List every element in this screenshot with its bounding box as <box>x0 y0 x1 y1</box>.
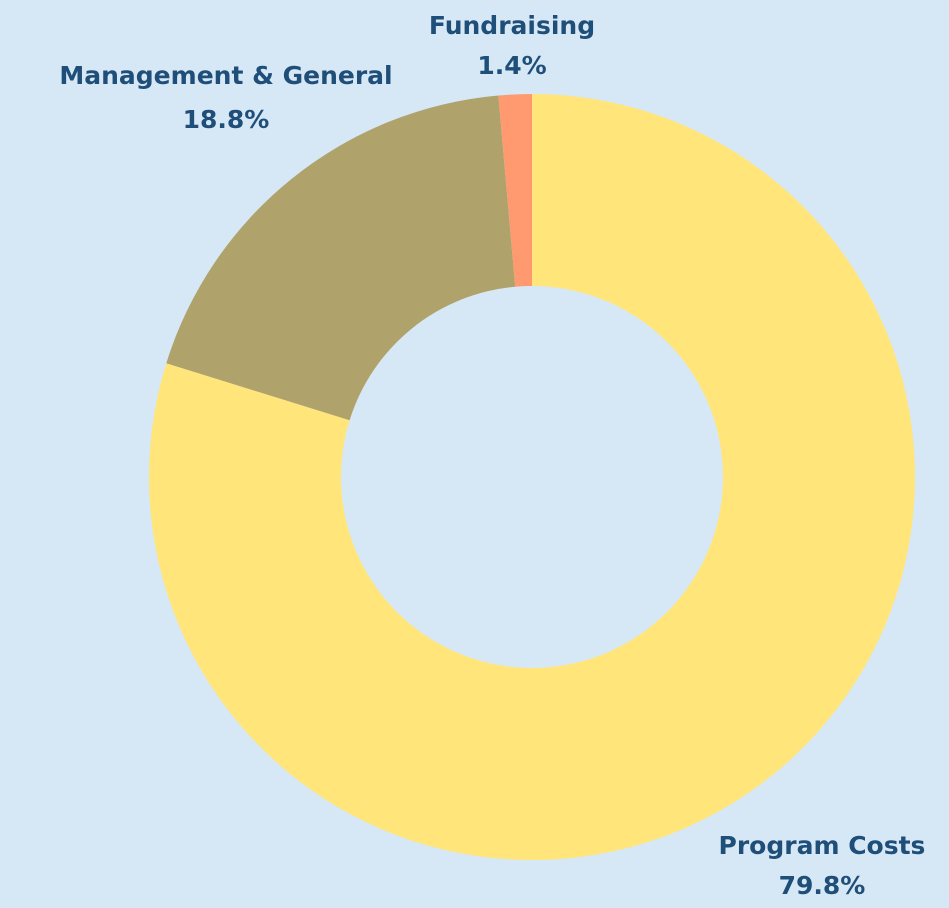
slice-label: Fundraising <box>429 11 595 40</box>
slice-value-label: 1.4% <box>477 51 546 80</box>
donut-slice <box>166 95 516 421</box>
slice-label: Program Costs <box>719 831 926 860</box>
slice-label: Management & General <box>59 61 392 90</box>
slice-value-label: 79.8% <box>779 871 866 900</box>
donut-slice <box>498 94 532 287</box>
donut-slice <box>148 94 916 860</box>
slice-value-label: 18.8% <box>183 105 270 134</box>
